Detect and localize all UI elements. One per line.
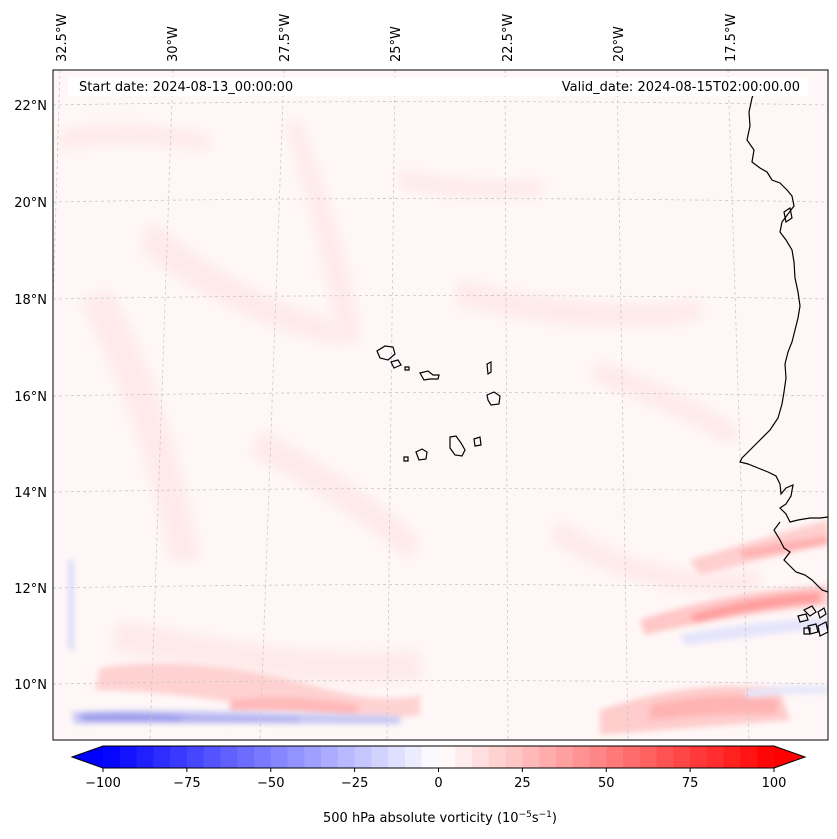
- colorbar-segment: [438, 746, 456, 768]
- bijagos-islands: [797, 605, 828, 637]
- colorbar-segment: [740, 746, 758, 768]
- colorbar-segment: [103, 746, 121, 768]
- graticule: [53, 70, 828, 740]
- colorbar-segment: [555, 746, 574, 768]
- colorbar-label: 500 hPa absolute vorticity (10−5s−1): [323, 810, 557, 826]
- lon-label: 32.5°W: [55, 14, 70, 62]
- colorbar-segment: [337, 746, 356, 768]
- lon-label: 20°W: [612, 26, 627, 62]
- colorbar-segment: [757, 746, 775, 768]
- colorbar-segment: [505, 746, 523, 768]
- colorbar-segment: [371, 746, 389, 768]
- colorbar-segment: [472, 746, 490, 768]
- colorbar-segment: [589, 746, 607, 768]
- colorbar-ticks: −100 −75 −50 −25 0 25 50 75 100: [85, 768, 786, 791]
- colorbar-segment: [673, 746, 691, 768]
- colorbar-segment: [287, 746, 305, 768]
- colorbar-segment: [639, 746, 658, 768]
- lat-label: 10°N: [14, 678, 47, 693]
- coastlines: [376, 85, 828, 637]
- colorbar-tick-label: 0: [434, 776, 442, 791]
- colorbar: −100 −75 −50 −25 0 25 50 75 100 500 hPa absolute…: [70, 745, 807, 826]
- colorbar-segment: [522, 746, 540, 768]
- coast-lagoon: [783, 207, 793, 223]
- santo-antao-island: [376, 345, 396, 361]
- lon-label: 30°W: [166, 26, 181, 62]
- lat-label: 12°N: [14, 582, 47, 597]
- colorbar-segment: [623, 746, 641, 768]
- colorbar-segment: [706, 746, 725, 768]
- colorbar-segment: [388, 746, 406, 768]
- lon-label: 17.5°W: [724, 14, 739, 62]
- valid-date: Valid_date: 2024-08-15T02:00:00.00: [562, 80, 800, 95]
- colorbar-segment: [488, 746, 507, 768]
- colorbar-segment: [539, 746, 557, 768]
- colorbar-tick-label: 50: [598, 776, 615, 791]
- colorbar-segment: [186, 746, 205, 768]
- lat-label: 18°N: [14, 293, 47, 308]
- longitude-labels: 32.5°W 30°W 27.5°W 25°W 22.5°W 20°W 17.5…: [55, 14, 739, 62]
- lat-label: 22°N: [14, 99, 47, 114]
- lat-label: 20°N: [14, 196, 47, 211]
- colorbar-segment: [170, 746, 188, 768]
- colorbar-segment: [455, 746, 473, 768]
- colorbar-tick-label: −25: [341, 776, 368, 791]
- colorbar-segment: [606, 746, 624, 768]
- colorbar-segment: [354, 746, 373, 768]
- lon-label: 27.5°W: [278, 14, 293, 62]
- boa-vista-island: [486, 391, 501, 406]
- sal-island: [486, 361, 492, 376]
- colorbar-segment: [723, 746, 742, 768]
- santiago-island: [449, 435, 466, 457]
- sao-nicolau-island: [419, 370, 440, 381]
- colorbar-tick-label: 25: [514, 776, 531, 791]
- guinea-bissau-coast: [773, 521, 828, 593]
- santa-luzia-island: [404, 366, 410, 371]
- colorbar-segment: [253, 746, 272, 768]
- lon-label: 22.5°W: [501, 14, 516, 62]
- colorbar-segment: [237, 746, 255, 768]
- colorbar-segment: [270, 746, 289, 768]
- map-frame: [52, 69, 829, 741]
- colorbar-segment: [404, 746, 423, 768]
- colorbar-segment: [421, 746, 440, 768]
- colorbar-tick-label: 100: [762, 776, 787, 791]
- brava-island: [403, 456, 409, 462]
- colorbar-tick-label: −75: [173, 776, 200, 791]
- start-date: Start date: 2024-08-13_00:00:00: [79, 80, 293, 95]
- fogo-island: [415, 448, 428, 461]
- colorbar-segment: [690, 746, 708, 768]
- colorbar-segment: [572, 746, 591, 768]
- west-africa-coast: [739, 85, 828, 523]
- date-header-band: [68, 77, 808, 96]
- lat-label: 14°N: [14, 486, 47, 501]
- colorbar-min-arrow: [72, 746, 103, 768]
- lon-label: 25°W: [389, 26, 404, 62]
- maio-island: [473, 436, 482, 447]
- vorticity-field: [60, 120, 828, 735]
- colorbar-segment: [119, 746, 138, 768]
- colorbar-segment: [321, 746, 339, 768]
- colorbar-segment: [203, 746, 222, 768]
- colorbar-segment: [304, 746, 322, 768]
- colorbar-segment: [656, 746, 674, 768]
- colorbar-segment: [136, 746, 154, 768]
- colorbar-tick-label: −50: [257, 776, 284, 791]
- sao-vicente-island: [390, 359, 402, 369]
- colorbar-tick-label: −100: [85, 776, 121, 791]
- colorbar-tick-label: 75: [682, 776, 699, 791]
- colorbar-segment: [220, 746, 238, 768]
- colorbar-max-arrow: [774, 746, 805, 768]
- lat-label: 16°N: [14, 390, 47, 405]
- colorbar-segments: [103, 746, 775, 768]
- colorbar-segment: [153, 746, 171, 768]
- latitude-labels: 22°N 20°N 18°N 16°N 14°N 12°N 10°N: [14, 99, 47, 693]
